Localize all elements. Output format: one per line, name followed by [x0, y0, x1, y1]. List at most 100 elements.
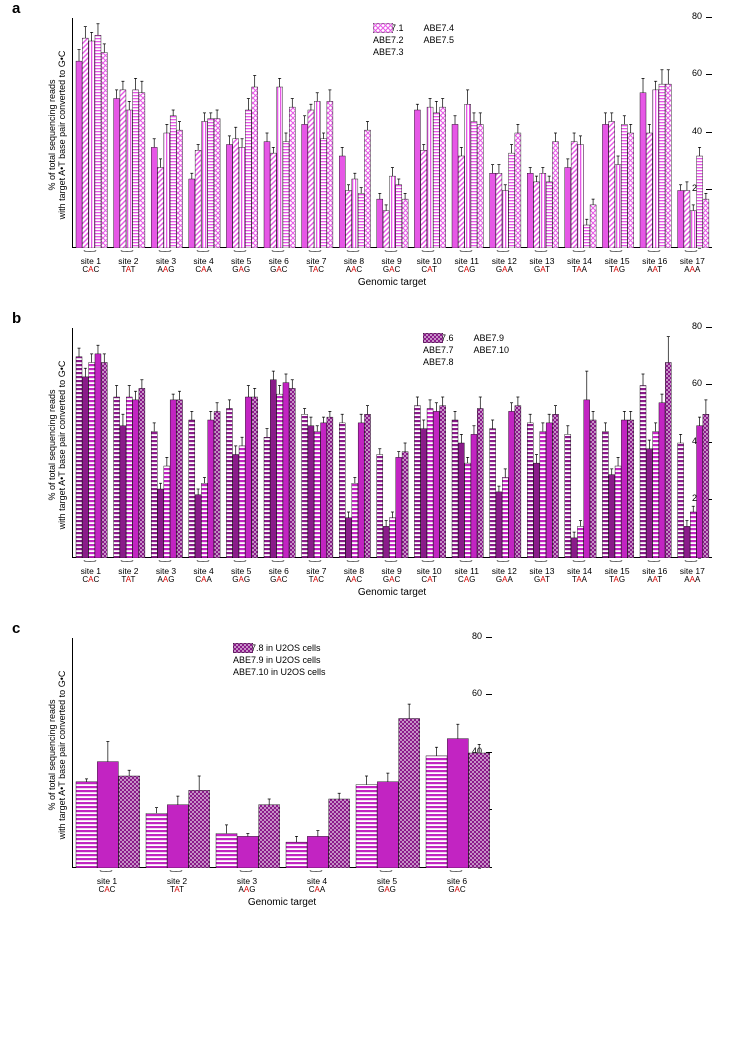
bar: [95, 354, 101, 558]
bar: [377, 199, 383, 248]
triplet-label: GAG: [222, 576, 260, 585]
x-axis: ⏟site 1CAC⏟site 2TAT⏟site 3AAG⏟site 4CAA…: [72, 870, 492, 895]
triplet-label: CAC: [72, 576, 110, 585]
bar: [465, 104, 471, 248]
legend: ABE7.6ABE7.7ABE7.8ABE7.9ABE7.10: [423, 333, 509, 367]
x-category: ⏟site 3AAG: [147, 560, 185, 585]
bar: [233, 139, 239, 248]
bar: [490, 173, 496, 248]
legend-label: ABE7.7: [423, 345, 454, 355]
bar: [277, 87, 283, 248]
x-category: ⏟site 5GAG: [222, 560, 260, 585]
bar: [534, 463, 540, 558]
plot-area: 020406080ABE7.6ABE7.7ABE7.8ABE7.9ABE7.10: [72, 328, 712, 558]
triplet-label: GAC: [260, 266, 298, 275]
bar: [208, 420, 214, 558]
bar: [402, 452, 408, 558]
bar: [665, 84, 671, 248]
bar: [502, 478, 508, 559]
legend: ABE7.1ABE7.2ABE7.3ABE7.4ABE7.5: [373, 23, 454, 57]
triplet-label: GAT: [523, 576, 561, 585]
bar: [527, 423, 533, 558]
bar: [358, 423, 364, 558]
x-category: ⏟site 10CAT: [410, 250, 448, 275]
x-axis-label: Genomic target: [72, 277, 712, 288]
bar: [120, 426, 126, 558]
bar: [703, 199, 709, 248]
x-category: ⏟site 4CAA: [185, 560, 223, 585]
bar: [158, 168, 164, 249]
bar: [389, 518, 395, 558]
bar: [653, 90, 659, 248]
x-category: ⏟site 6GAC: [260, 250, 298, 275]
bar: [377, 782, 398, 868]
x-category: ⏟site 14TAA: [561, 560, 599, 585]
bar: [283, 142, 289, 248]
bar: [195, 150, 201, 248]
triplet-label: TAA: [561, 576, 599, 585]
bar: [321, 139, 327, 248]
x-category: ⏟site 8AAC: [335, 560, 373, 585]
bar: [286, 842, 307, 868]
bar: [465, 463, 471, 558]
bar: [383, 211, 389, 248]
bar: [233, 455, 239, 559]
bar: [427, 409, 433, 559]
x-category: ⏟site 10CAT: [410, 560, 448, 585]
bar: [527, 173, 533, 248]
bar: [158, 489, 164, 558]
legend-label: ABE7.3: [373, 47, 404, 57]
triplet-label: TAT: [110, 576, 148, 585]
triplet-label: GAA: [486, 266, 524, 275]
legend-label: ABE7.10 in U2OS cells: [233, 667, 326, 677]
x-category: ⏟site 3AAG: [147, 250, 185, 275]
legend-item: ABE7.8: [423, 357, 454, 367]
triplet-label: CAT: [410, 266, 448, 275]
y-axis-label: % of total sequencing readswith target A…: [47, 20, 67, 250]
triplet-label: TAC: [298, 576, 336, 585]
triplet-label: CAG: [448, 576, 486, 585]
bar: [440, 406, 446, 558]
bar: [270, 380, 276, 558]
bar: [640, 386, 646, 559]
triplet-label: AAG: [147, 266, 185, 275]
legend-item: ABE7.5: [424, 35, 455, 45]
bar: [308, 110, 314, 248]
bar: [97, 762, 118, 868]
bar: [697, 426, 703, 558]
triplet-label: GAC: [373, 266, 411, 275]
bar: [252, 397, 258, 558]
bar: [226, 409, 232, 559]
x-axis-label: Genomic target: [72, 897, 492, 908]
x-category: ⏟site 15TAG: [598, 250, 636, 275]
bar: [89, 363, 95, 559]
bar: [208, 119, 214, 248]
bar: [356, 785, 377, 868]
bar: [358, 193, 364, 248]
bar: [609, 475, 615, 558]
triplet-label: TAG: [598, 576, 636, 585]
bar: [427, 107, 433, 248]
triplet-label: CAG: [448, 266, 486, 275]
bar: [678, 443, 684, 558]
legend-item: ABE7.10: [474, 345, 510, 355]
bar: [703, 414, 709, 558]
bar: [82, 38, 88, 248]
x-category: ⏟site 12GAA: [486, 250, 524, 275]
bar: [126, 397, 132, 558]
bar: [139, 93, 145, 248]
bar: [195, 495, 201, 558]
bar: [201, 122, 207, 249]
bar: [540, 432, 546, 559]
bar: [76, 782, 97, 868]
bar: [383, 526, 389, 558]
legend-label: ABE7.8: [423, 357, 454, 367]
bar: [552, 414, 558, 558]
plot-area: 020406080ABE7.8 in U2OS cellsABE7.9 in U…: [72, 638, 492, 868]
bar: [646, 449, 652, 558]
triplet-label: CAA: [185, 266, 223, 275]
bar: [414, 406, 420, 558]
x-category: ⏟site 12GAA: [486, 560, 524, 585]
bar: [571, 538, 577, 558]
bar: [264, 142, 270, 248]
